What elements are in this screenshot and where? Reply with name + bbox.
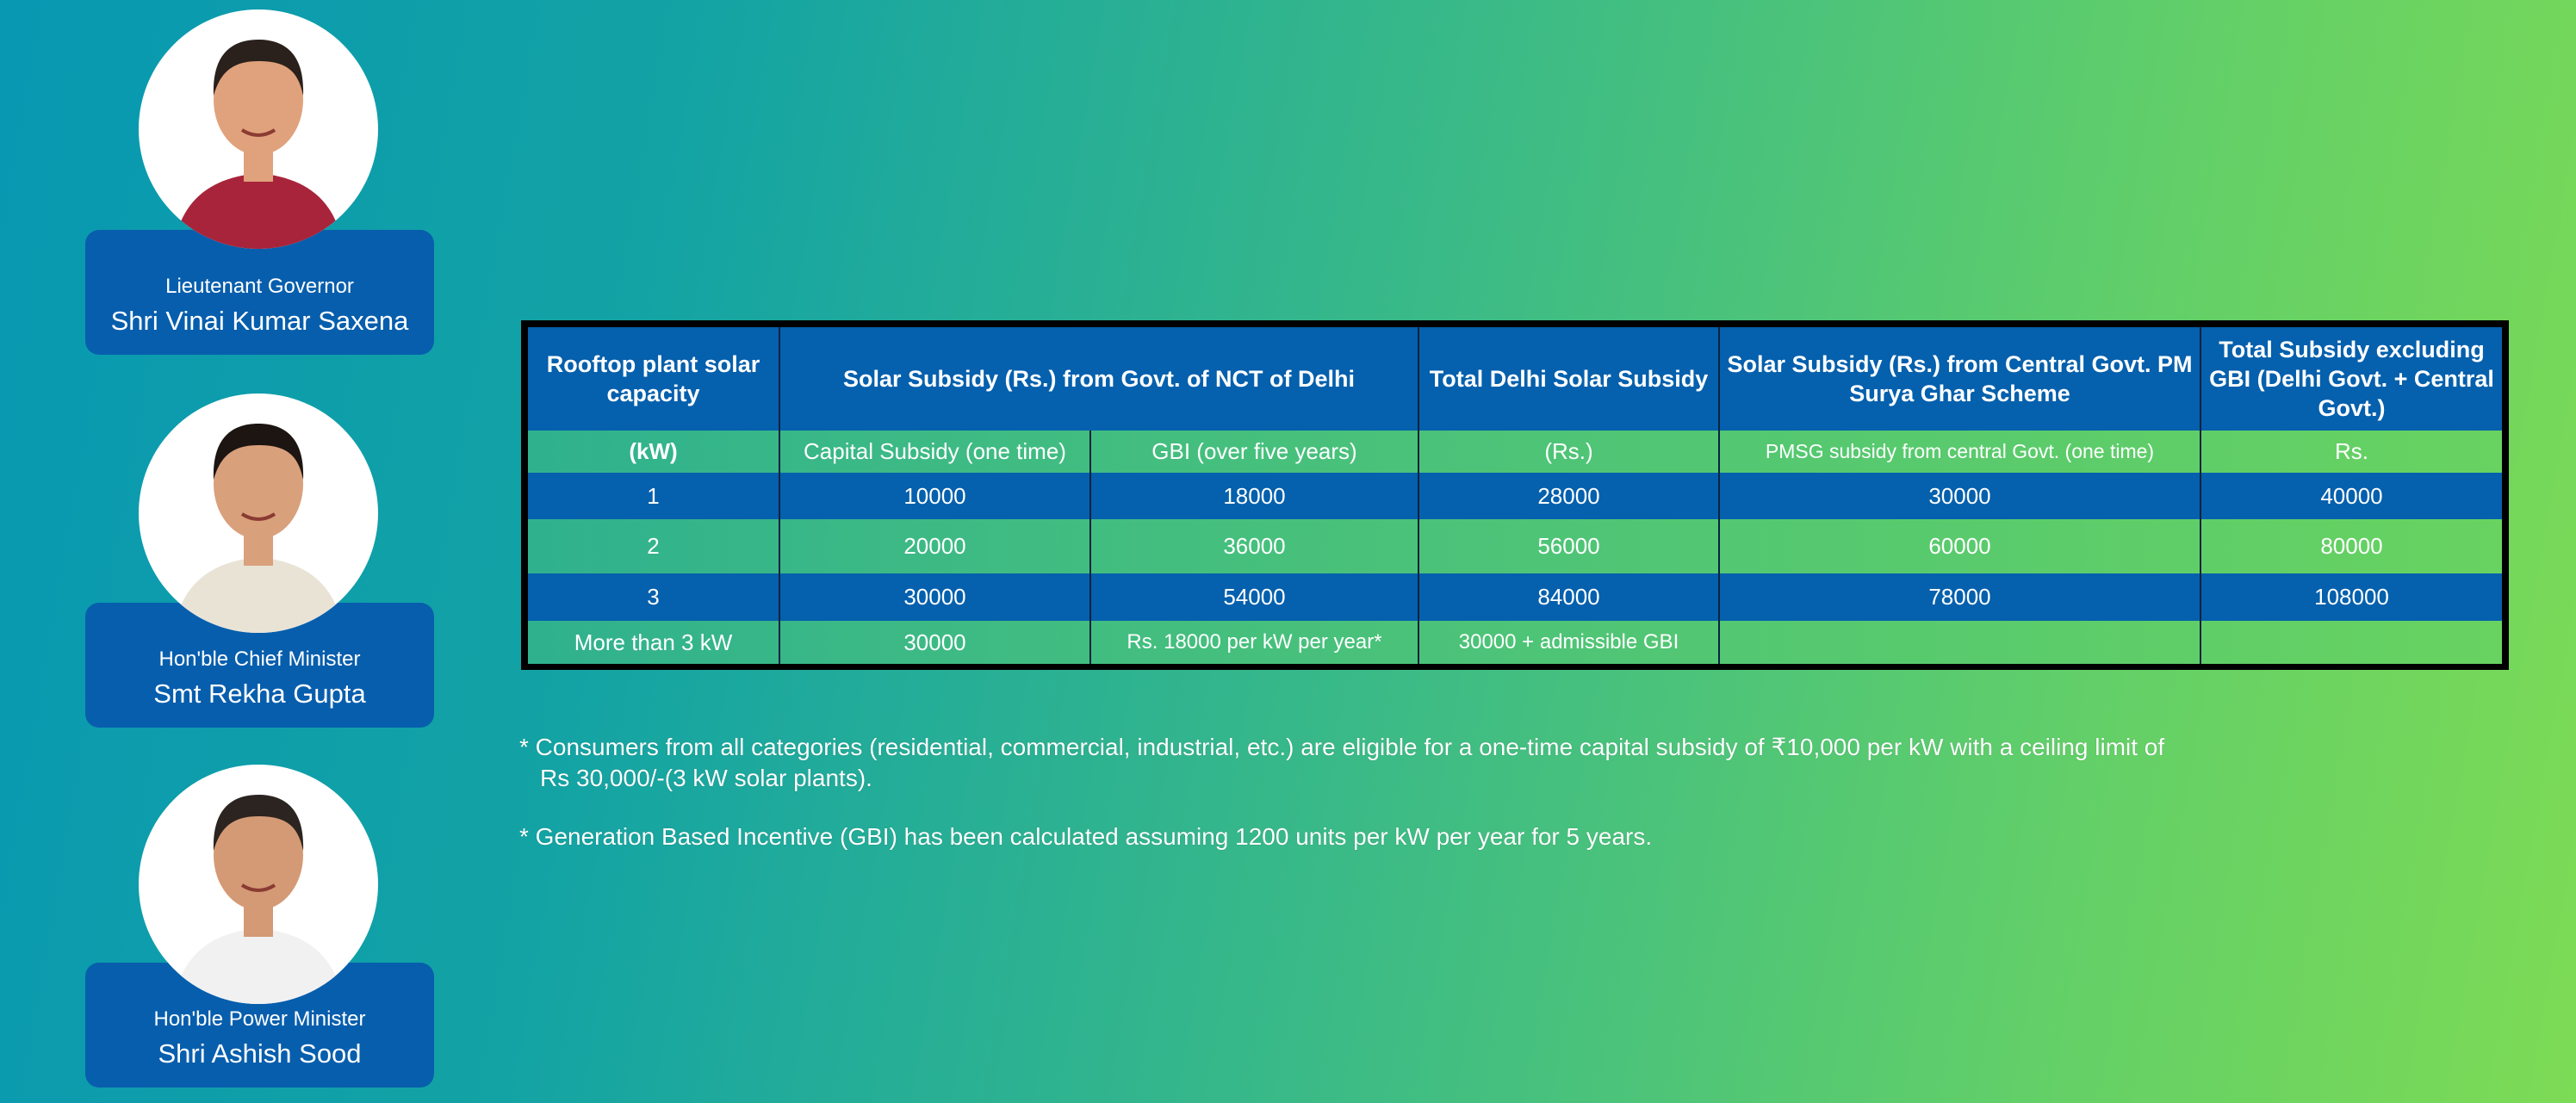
table-cell: 54000 bbox=[1090, 573, 1419, 621]
person-label: Lieutenant Governor Shri Vinai Kumar Sax… bbox=[85, 230, 434, 355]
table-cell: 10000 bbox=[779, 473, 1091, 519]
footnote-line: Rs 30,000/-(3 kW solar plants). bbox=[540, 765, 872, 791]
table-cell: 78000 bbox=[1719, 573, 2201, 621]
footnotes: * Consumers from all categories (residen… bbox=[519, 732, 2164, 880]
person-role: Hon'ble Chief Minister bbox=[158, 648, 361, 671]
table-cell: 40000 bbox=[2200, 473, 2502, 519]
header-total: Total Subsidy excluding GBI (Delhi Govt.… bbox=[2200, 327, 2502, 431]
table-cell: 56000 bbox=[1418, 519, 1720, 573]
table-cell: Rs. 18000 per kW per year* bbox=[1090, 621, 1419, 664]
footnote-capital-subsidy: * Consumers from all categories (residen… bbox=[519, 732, 2164, 794]
portrait-photo bbox=[139, 9, 378, 249]
table-cell: More than 3 kW bbox=[528, 621, 780, 664]
subheader-cell: (Rs.) bbox=[1418, 431, 1720, 473]
table-cell: 36000 bbox=[1090, 519, 1419, 573]
table-cell: 30000 bbox=[779, 621, 1091, 664]
subheader-cell: Rs. bbox=[2200, 431, 2502, 473]
person-role: Lieutenant Governor bbox=[165, 275, 354, 298]
portrait-photo bbox=[139, 765, 378, 1004]
table-cell bbox=[1719, 621, 2201, 664]
subheader-cell: PMSG subsidy from central Govt. (one tim… bbox=[1719, 431, 2201, 473]
table-cell: 30000 bbox=[779, 573, 1091, 621]
table-cell: 2 bbox=[528, 519, 780, 573]
table-row: 3 30000 54000 84000 78000 108000 bbox=[528, 573, 2502, 621]
table-cell: 28000 bbox=[1418, 473, 1720, 519]
footnote-line: * Consumers from all categories (residen… bbox=[519, 734, 2165, 760]
header-capacity: Rooftop plant solar capacity bbox=[528, 327, 780, 431]
table-cell bbox=[2200, 621, 2502, 664]
table-row: More than 3 kW 30000 Rs. 18000 per kW pe… bbox=[528, 621, 2502, 664]
person-silhouette-icon bbox=[173, 40, 344, 249]
table-cell: 18000 bbox=[1090, 473, 1419, 519]
table-cell: 30000 bbox=[1719, 473, 2201, 519]
table-cell: 80000 bbox=[2200, 519, 2502, 573]
table-cell: 84000 bbox=[1418, 573, 1720, 621]
subheader-cell: GBI (over five years) bbox=[1090, 431, 1419, 473]
person-name: Smt Rekha Gupta bbox=[153, 679, 366, 709]
table-cell: 108000 bbox=[2200, 573, 2502, 621]
portrait-photo bbox=[139, 393, 378, 633]
table-cell: 1 bbox=[528, 473, 780, 519]
footnote-gbi: * Generation Based Incentive (GBI) has b… bbox=[519, 823, 1653, 850]
header-central: Solar Subsidy (Rs.) from Central Govt. P… bbox=[1719, 327, 2201, 431]
subheader-cell: Capital Subsidy (one time) bbox=[779, 431, 1091, 473]
person-silhouette-icon bbox=[173, 424, 344, 633]
table-row: 2 20000 36000 56000 60000 80000 bbox=[528, 519, 2502, 573]
table-header-row: Rooftop plant solar capacity Solar Subsi… bbox=[528, 327, 2502, 431]
table-subheader-row: (kW) Capital Subsidy (one time) GBI (ove… bbox=[528, 431, 2502, 473]
table-row: 1 10000 18000 28000 30000 40000 bbox=[528, 473, 2502, 519]
subsidy-table: Rooftop plant solar capacity Solar Subsi… bbox=[521, 320, 2509, 670]
header-delhi-subsidy: Solar Subsidy (Rs.) from Govt. of NCT of… bbox=[779, 327, 1419, 431]
table-cell: 30000 + admissible GBI bbox=[1418, 621, 1720, 664]
header-total-delhi: Total Delhi Solar Subsidy bbox=[1418, 327, 1720, 431]
person-name: Shri Ashish Sood bbox=[158, 1038, 362, 1069]
table-cell: 20000 bbox=[779, 519, 1091, 573]
table-cell: 60000 bbox=[1719, 519, 2201, 573]
subheader-cell: (kW) bbox=[528, 431, 780, 473]
table-cell: 3 bbox=[528, 573, 780, 621]
person-role: Hon'ble Power Minister bbox=[153, 1007, 366, 1031]
person-silhouette-icon bbox=[173, 795, 344, 1004]
person-name: Shri Vinai Kumar Saxena bbox=[110, 306, 409, 336]
